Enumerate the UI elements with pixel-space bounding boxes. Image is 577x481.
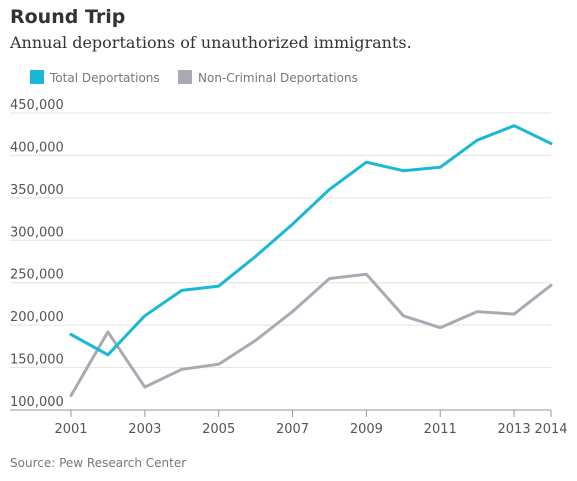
x-tick-label: 2001 <box>54 422 87 437</box>
legend-swatch-total <box>30 70 44 84</box>
y-tick-label: 400,000 <box>10 140 64 155</box>
x-tick-label: 2011 <box>424 422 457 437</box>
y-tick-label: 200,000 <box>10 310 64 325</box>
y-tick-label: 300,000 <box>10 225 64 240</box>
x-tick-label: 2003 <box>128 422 161 437</box>
x-tick-label: 2005 <box>202 422 235 437</box>
y-tick-label: 150,000 <box>10 353 64 368</box>
legend-swatch-noncriminal <box>178 70 192 84</box>
y-tick-label: 350,000 <box>10 183 64 198</box>
x-tick-label: 2014 <box>534 422 567 437</box>
chart-title: Round Trip <box>10 6 126 28</box>
legend-item-total: Total Deportations <box>30 70 160 85</box>
source-note: Source: Pew Research Center <box>10 456 187 470</box>
x-tick-label: 2007 <box>276 422 309 437</box>
x-tick-label: 2013 <box>498 422 531 437</box>
chart-subtitle: Annual deportations of unauthorized immi… <box>10 33 412 52</box>
series-line-total-deportations <box>69 124 553 357</box>
legend-label-noncriminal: Non-Criminal Deportations <box>198 71 358 85</box>
legend-label-total: Total Deportations <box>50 71 160 85</box>
y-tick-label: 450,000 <box>10 98 64 113</box>
y-tick-label: 250,000 <box>10 268 64 283</box>
legend-item-noncriminal: Non-Criminal Deportations <box>178 70 358 85</box>
series-line-noncriminal-deportations <box>69 272 553 398</box>
y-tick-label: 100,000 <box>10 395 64 410</box>
x-tick-label: 2009 <box>350 422 383 437</box>
